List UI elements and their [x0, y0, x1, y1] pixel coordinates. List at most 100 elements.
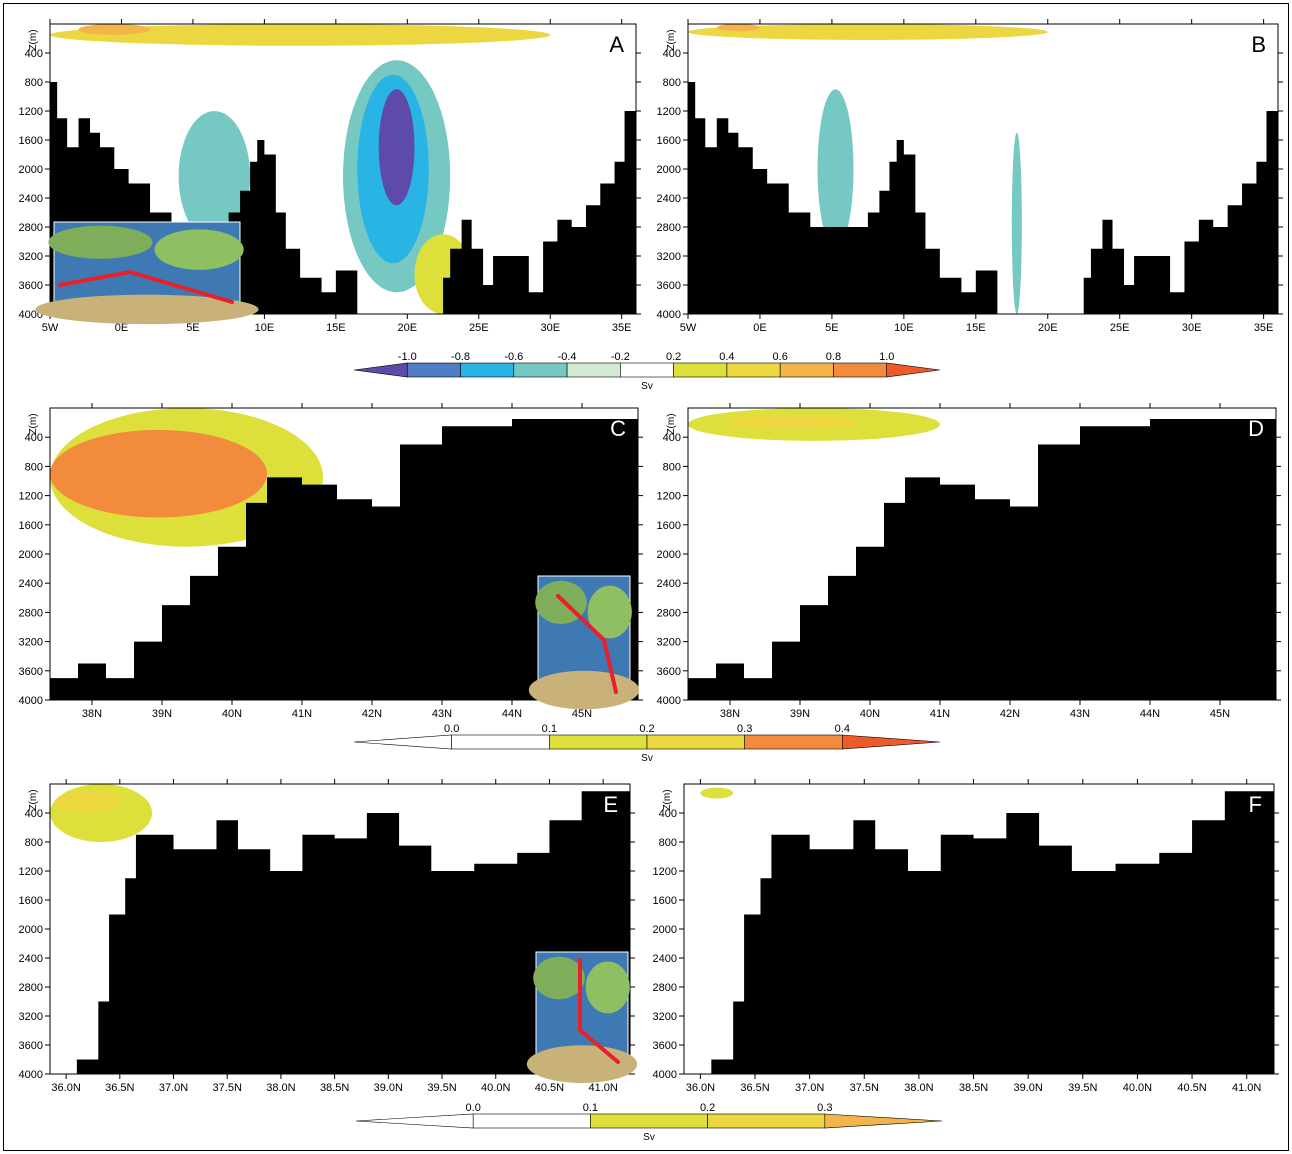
y-axis-label: Z(m): [662, 789, 673, 810]
plot-area: [688, 408, 1276, 700]
y-tick-label: 3600: [653, 1040, 677, 1052]
y-tick-label: 1600: [653, 895, 677, 907]
x-tick-label: 25E: [469, 322, 489, 334]
x-tick-label: 10E: [894, 322, 914, 334]
x-tick-label: 39.0N: [374, 1082, 403, 1094]
inset-land: [533, 956, 585, 1000]
colorbar-cell: [590, 1113, 708, 1129]
colorbar-tick-label: 0.2: [639, 723, 654, 735]
x-tick-label: 0E: [115, 322, 128, 334]
y-tick-label: 1600: [657, 135, 681, 147]
stream-cell-surface-core-1: [55, 791, 120, 813]
colorbar-cell: [726, 362, 781, 378]
x-tick-label: 40.5N: [1177, 1082, 1206, 1094]
colorbar-tick-label: 0.2: [666, 351, 681, 363]
y-tick-label: 800: [663, 461, 681, 473]
x-tick-label: 42N: [1000, 708, 1020, 720]
colorbar-1: -1.0 -0.8 -0.6 -0.4 -0.2 0.2 0.4 0.6 0.8 1.0 Sv: [353, 351, 941, 392]
colorbar-tick-label: 0.1: [542, 723, 557, 735]
x-tick-label: 5W: [680, 322, 697, 334]
plot-area: [684, 784, 1274, 1074]
x-tick-label: 38.5N: [320, 1082, 349, 1094]
colorbar-cell: [673, 362, 728, 378]
colorbar-cell: [472, 1113, 591, 1129]
colorbar-cell: [513, 362, 568, 378]
colorbar-3: 0.0 0.1 0.2 0.3 Sv: [355, 1102, 943, 1143]
plot-area: [688, 24, 1278, 314]
colorbar-cell: [549, 734, 648, 750]
stream-cell-surface-cell-0: [50, 24, 551, 46]
colorbar-cell: [646, 734, 745, 750]
y-tick-label: 4000: [657, 695, 681, 707]
colorbar-arrow-left: [353, 362, 408, 378]
x-tick-label: 42N: [362, 708, 382, 720]
stream-cell-deep-cell-4: [378, 89, 415, 206]
y-tick-label: 1200: [19, 106, 43, 118]
inset-section-line: [58, 269, 234, 304]
inset-section-line: [556, 594, 618, 694]
x-tick-label: 37.5N: [850, 1082, 879, 1094]
x-tick-label: 41N: [930, 708, 950, 720]
x-tick-label: 45N: [1210, 708, 1230, 720]
x-tick-label: 39.0N: [1013, 1082, 1042, 1094]
bathymetry: [50, 411, 638, 700]
colorbar-arrow-right: [886, 362, 941, 378]
y-tick-label: 2800: [653, 982, 677, 994]
stream-cell-surface-cell-0: [688, 24, 1048, 40]
x-tick-label: 38N: [720, 708, 740, 720]
panel-letter: E: [603, 792, 618, 817]
y-tick-label: 2000: [653, 924, 677, 936]
colorbar-tick-label: 0.0: [466, 1102, 481, 1114]
x-tick-label: 40.0N: [481, 1082, 510, 1094]
colorbar-tick-label: 0.8: [826, 351, 841, 363]
x-tick-label: 43N: [432, 708, 452, 720]
y-tick-label: 3600: [19, 280, 43, 292]
y-axis-label: Z(m): [28, 29, 39, 50]
colorbar-unit-label: Sv: [641, 753, 653, 764]
y-tick-label: 2400: [19, 578, 43, 590]
x-tick-label: 39.5N: [427, 1082, 456, 1094]
colorbar-arrow-right: [824, 1113, 943, 1129]
x-tick-label: 36.0N: [686, 1082, 715, 1094]
panel-letter: C: [610, 416, 626, 441]
y-tick-label: 2800: [657, 222, 681, 234]
colorbar-arrow-left: [355, 1113, 474, 1129]
y-tick-label: 1200: [19, 866, 43, 878]
x-tick-label: 36.5N: [105, 1082, 134, 1094]
colorbar-cell: [707, 1113, 826, 1129]
colorbar-arrow-left: [353, 734, 452, 750]
y-tick-label: 800: [25, 837, 43, 849]
colorbar-tick-label: 0.3: [737, 723, 752, 735]
stream-cell-deep-cell-2: [817, 89, 854, 249]
x-tick-label: 37.5N: [213, 1082, 242, 1094]
y-tick-label: 2400: [19, 193, 43, 205]
y-tick-label: 3600: [657, 280, 681, 292]
x-tick-label: 36.5N: [740, 1082, 769, 1094]
panel-letter: B: [1251, 32, 1266, 57]
y-tick-label: 4000: [657, 309, 681, 321]
stream-cell-surface-cell-0: [700, 787, 734, 799]
x-tick-label: 38.0N: [904, 1082, 933, 1094]
colorbar-tick-label: 0.0: [444, 723, 459, 735]
inset-land: [528, 670, 640, 710]
stream-cell-surface-core-1: [78, 24, 151, 35]
colorbar-cell: [833, 362, 888, 378]
panel-letter: A: [609, 32, 624, 57]
x-tick-label: 35E: [612, 322, 632, 334]
y-tick-label: 3600: [19, 1040, 43, 1052]
x-tick-label: 41N: [292, 708, 312, 720]
y-axis-label: Z(m): [666, 413, 677, 434]
colorbar-unit-label: Sv: [643, 1132, 655, 1143]
x-tick-label: 39N: [790, 708, 810, 720]
y-tick-label: 400: [25, 432, 43, 444]
y-axis-label: Z(m): [666, 29, 677, 50]
x-tick-label: 20E: [1038, 322, 1058, 334]
y-tick-label: 2000: [657, 164, 681, 176]
colorbar-tick-label: -0.2: [611, 351, 630, 363]
x-tick-label: 38.5N: [959, 1082, 988, 1094]
inset-land: [526, 1045, 638, 1083]
inset-land: [48, 225, 153, 259]
x-tick-label: 5E: [825, 322, 838, 334]
colorbar-cell: [566, 362, 621, 378]
